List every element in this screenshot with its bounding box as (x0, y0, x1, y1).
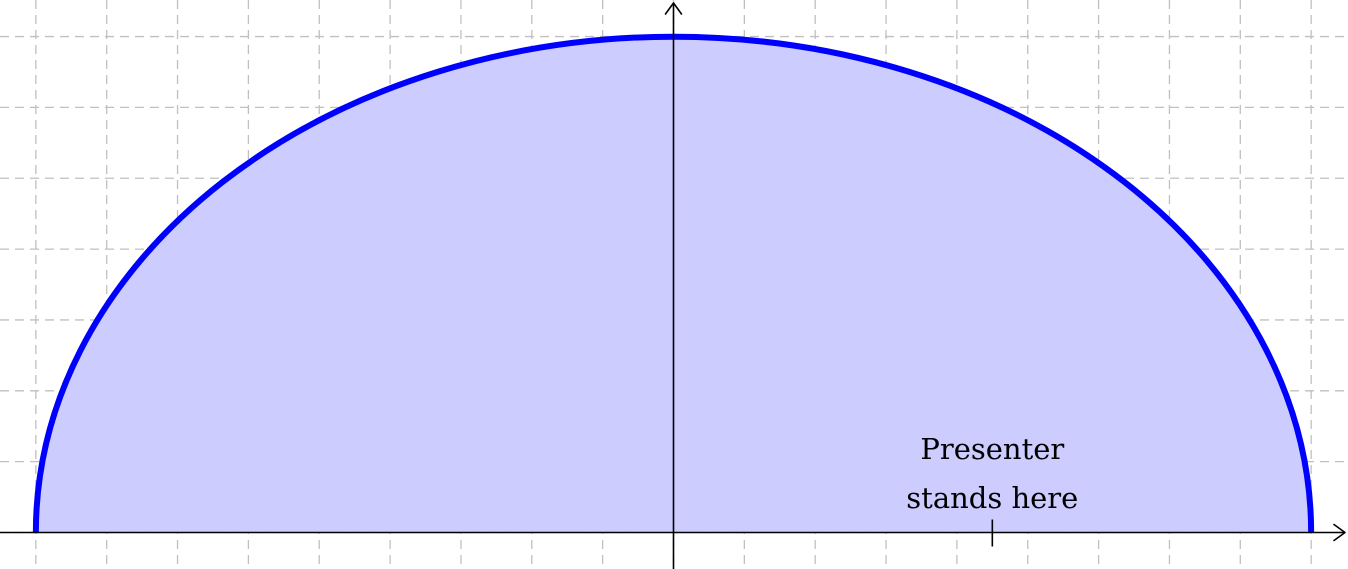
annotation-line-1: Presenter (920, 432, 1064, 466)
presenter-annotation: Presenter stands here (906, 432, 1078, 547)
annotation-line-2: stands here (906, 481, 1078, 515)
x-axis-arrow-icon (1333, 523, 1346, 542)
y-axis-arrow-icon (664, 2, 683, 15)
